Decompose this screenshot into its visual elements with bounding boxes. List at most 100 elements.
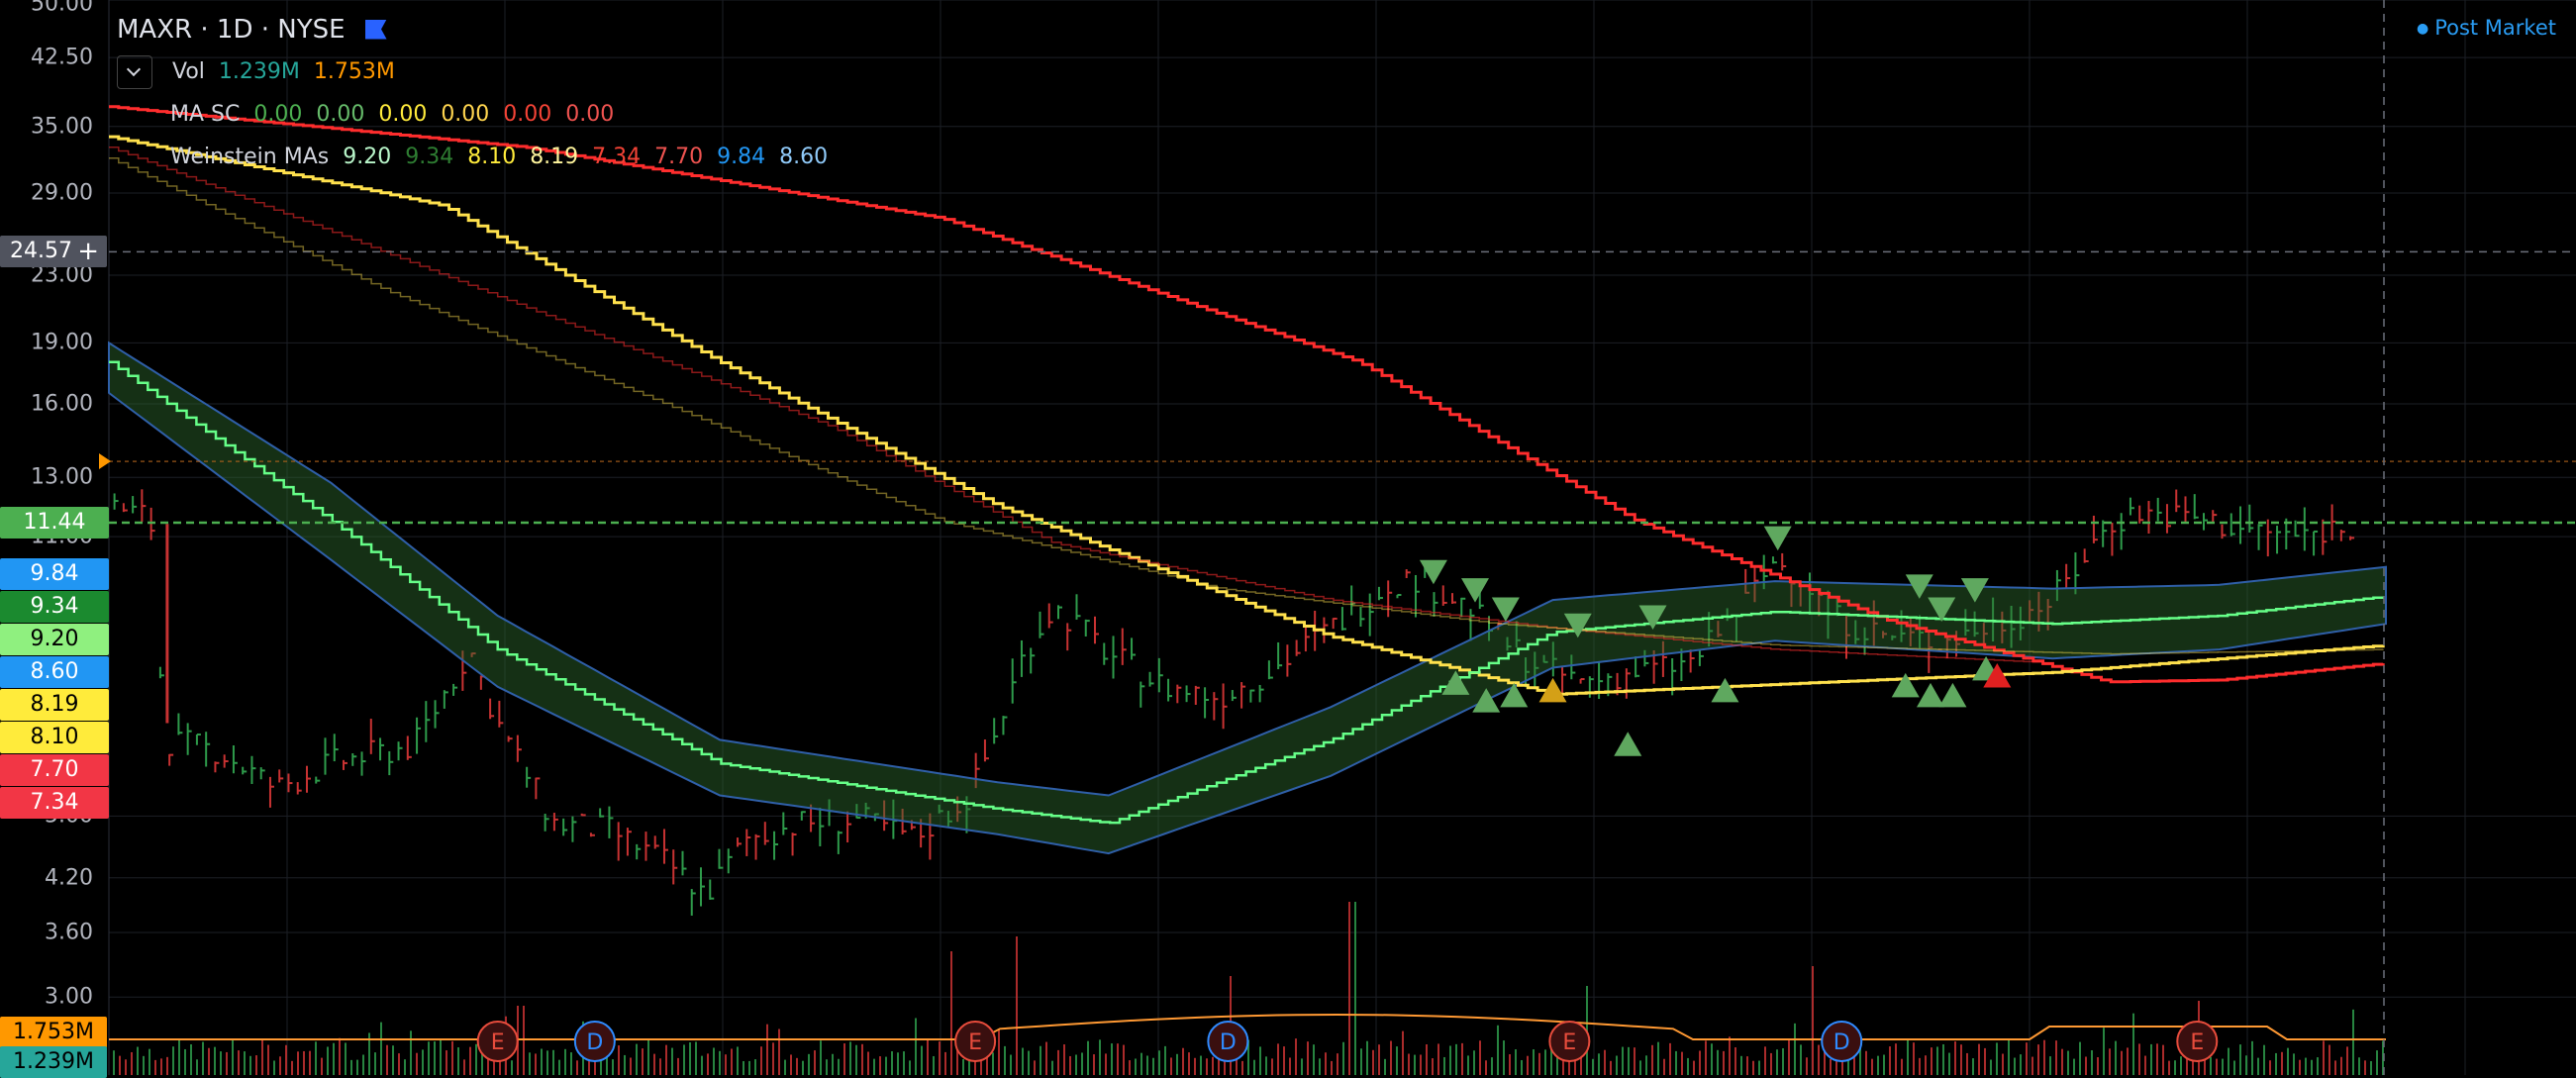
volume-bar	[1919, 1057, 1921, 1075]
volume-bar	[2323, 1040, 2325, 1075]
volume-bar	[214, 1046, 216, 1075]
volume-bar	[2328, 1044, 2330, 1075]
last-price-tag: 11.44	[0, 507, 109, 539]
volume-bar	[166, 1056, 168, 1075]
volume-bar	[1479, 1040, 1481, 1075]
volume-bar	[440, 1039, 442, 1075]
volume-bar	[279, 1056, 281, 1075]
symbol-row: MAXR · 1D · NYSE	[117, 8, 842, 50]
signal-up-marker	[1614, 732, 1642, 756]
plus-icon[interactable]: +	[77, 237, 99, 267]
signal-up-marker	[1917, 682, 1944, 708]
volume-bar	[2008, 1039, 2010, 1075]
chart-legend: MAXR · 1D · NYSE Vol 1.239M 1.753M MA SC …	[117, 8, 842, 178]
volume-bar	[1883, 1054, 1885, 1075]
weinstein-value: 7.34	[592, 145, 642, 169]
volume-bar	[552, 1049, 554, 1075]
volume-bar	[1788, 1040, 1790, 1075]
volume-bar	[1200, 1055, 1202, 1075]
volume-bar	[2299, 1059, 2301, 1075]
volume-bar	[184, 1048, 186, 1075]
flag-icon[interactable]	[364, 19, 387, 40]
volume-bar	[1729, 1036, 1731, 1075]
volume-bar	[2138, 1043, 2140, 1075]
volume-bar	[1663, 1058, 1665, 1075]
volume-bar	[392, 1045, 394, 1075]
separator: ·	[252, 14, 278, 45]
volume-bar	[541, 1048, 543, 1075]
volume-bar	[1485, 1060, 1487, 1075]
volume-bar	[535, 1053, 537, 1075]
interval: 1D	[216, 14, 253, 45]
volume-bar	[1705, 1040, 1707, 1075]
volume-bar	[1426, 1044, 1428, 1075]
ma_sc-value: 0.00	[316, 102, 365, 127]
volume-bar	[2340, 1056, 2342, 1075]
y-tick-label: 16.00	[31, 391, 93, 417]
volume-bar	[659, 1058, 661, 1075]
volume-bar	[434, 1041, 436, 1075]
symbol: MAXR	[117, 14, 193, 45]
ma_sc-value: 0.00	[441, 102, 490, 127]
volume-bar	[968, 1059, 970, 1075]
volume-bar	[362, 1054, 364, 1075]
chevron-down-icon[interactable]	[117, 54, 152, 89]
volume-bar	[588, 1053, 590, 1075]
volume-bar	[980, 1055, 982, 1075]
volume-bar	[546, 1050, 548, 1075]
volume-bar	[1152, 1057, 1154, 1075]
volume-bar	[428, 1041, 430, 1075]
volume-bar	[1996, 1042, 1998, 1075]
post-market-badge[interactable]: Post Market	[2417, 16, 2556, 40]
volume-bar	[1081, 1052, 1083, 1075]
dividend-label: D	[1833, 1030, 1850, 1055]
volume-bar	[356, 1059, 358, 1075]
volume-bar	[2127, 1047, 2129, 1075]
y-tick-label: 3.60	[45, 920, 93, 945]
volume-bar	[1348, 902, 1350, 1075]
volume-bar	[1241, 1060, 1243, 1075]
volume-bar	[1396, 1046, 1398, 1075]
volume-bar	[1812, 966, 1814, 1075]
volume-bar	[1699, 1050, 1701, 1075]
volume-bar	[2121, 1050, 2123, 1075]
volume-bar	[665, 1044, 667, 1075]
ma-line-ma_red	[109, 147, 2044, 663]
volume-bar	[1437, 1043, 1439, 1075]
price-tag: 8.10	[0, 722, 109, 754]
volume-bar	[1622, 1046, 1624, 1075]
price-lines	[109, 0, 2576, 1075]
volume-bar	[1948, 1052, 1950, 1075]
volume-bar	[1770, 1052, 1772, 1075]
volume-bar	[321, 1057, 323, 1075]
volume-bar	[285, 1044, 287, 1075]
ma_sc-value: 0.00	[565, 102, 615, 127]
volume-bar	[1818, 1044, 1820, 1075]
signal-markers	[1419, 526, 2012, 756]
volume-bar	[1675, 1050, 1677, 1075]
volume-bar	[1420, 1054, 1422, 1075]
volume-bar	[1889, 1046, 1891, 1075]
volume-bar	[974, 1060, 976, 1075]
volume-bar	[618, 1045, 620, 1075]
volume-bar	[1455, 1043, 1457, 1075]
volume-bar	[1824, 1044, 1826, 1075]
signal-down-marker	[1928, 597, 1956, 622]
volume-bar	[897, 1052, 899, 1075]
volume-bar	[333, 1042, 335, 1075]
volume-bar	[2216, 1058, 2218, 1075]
volume-bar	[1313, 1044, 1315, 1075]
volume-bar	[683, 1044, 685, 1075]
volume-bar	[1283, 1046, 1285, 1075]
volume-bar	[570, 1052, 572, 1075]
volume-bar	[873, 1058, 875, 1075]
volume-label: Vol	[172, 59, 205, 84]
volume-bar	[944, 1051, 946, 1075]
volume-bar	[1544, 1049, 1546, 1075]
volume-bar	[1123, 1044, 1125, 1075]
volume-bar	[1984, 1047, 1986, 1075]
signal-down-marker	[1491, 597, 1520, 622]
volume-bar	[1390, 1040, 1392, 1075]
